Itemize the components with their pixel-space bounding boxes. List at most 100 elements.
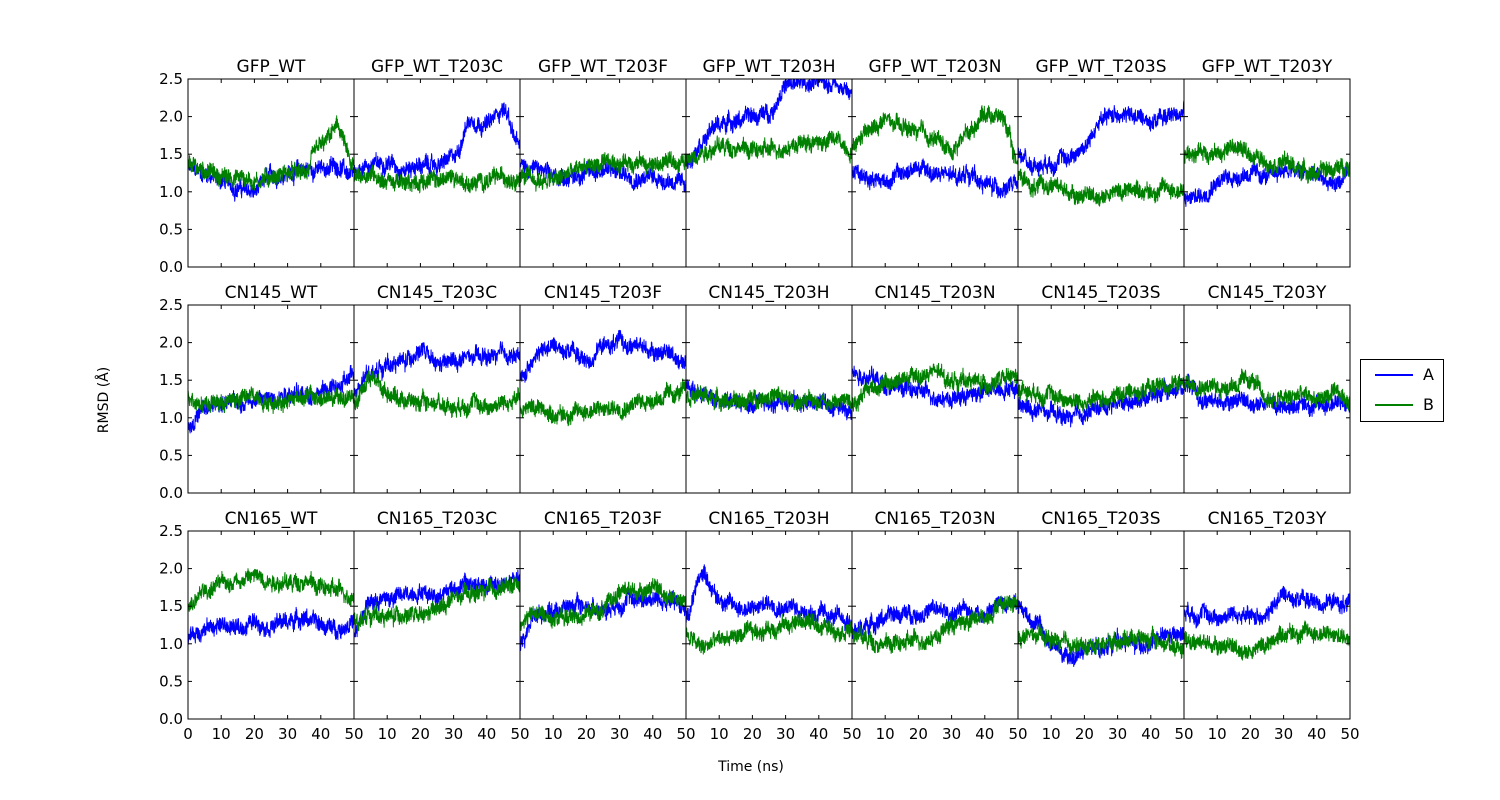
panel-gfp-wt-t203s: GFP_WT_T203S bbox=[1017, 57, 1185, 268]
series-a-line bbox=[1018, 377, 1184, 428]
panel-cn165-t203s: CN165_T203S 10 20 30 40 50 bbox=[1017, 509, 1194, 743]
legend-item-b: B bbox=[1371, 395, 1441, 415]
panel-cn145-t203s: CN145_T203S bbox=[1017, 283, 1185, 494]
series-a-line bbox=[1184, 585, 1350, 629]
panel-cn145-t203h: CN145_T203H bbox=[685, 283, 853, 494]
series-b-line bbox=[852, 362, 1018, 412]
panel-frame bbox=[1017, 530, 1185, 720]
series-b-line bbox=[686, 383, 852, 413]
panel-title: GFP_WT_T203N bbox=[869, 57, 1002, 77]
x-tick-label: 30 bbox=[278, 725, 297, 743]
legend-swatch-a bbox=[1375, 374, 1413, 376]
series-a-line bbox=[686, 564, 852, 632]
panel-cn165-t203n: CN165_T203N 10 20 30 40 50 bbox=[851, 509, 1028, 743]
series-b-line bbox=[1184, 620, 1350, 661]
x-tick-label: 20 bbox=[1075, 725, 1094, 743]
legend-label-b: B bbox=[1423, 395, 1434, 414]
series-b-line bbox=[1184, 368, 1350, 411]
panel-title: GFP_WT_T203F bbox=[538, 57, 668, 77]
panel-title: GFP_WT_T203Y bbox=[1202, 57, 1333, 77]
y-tick-label: 2.5 bbox=[159, 522, 183, 540]
x-tick-label: 10 bbox=[710, 725, 729, 743]
legend-swatch-b bbox=[1375, 404, 1413, 406]
x-tick-label: 20 bbox=[909, 725, 928, 743]
series-b-line bbox=[520, 150, 686, 192]
x-tick-label: 10 bbox=[1208, 725, 1227, 743]
panel-title: GFP_WT bbox=[237, 57, 307, 77]
series-b-line bbox=[686, 613, 852, 655]
panel-gfp-wt-t203c: GFP_WT_T203C bbox=[353, 57, 521, 268]
legend-item-a: A bbox=[1371, 365, 1441, 385]
panel-title: CN165_T203N bbox=[874, 509, 995, 529]
x-tick-label: 20 bbox=[577, 725, 596, 743]
x-tick-label: 30 bbox=[942, 725, 961, 743]
y-tick-label: 0.5 bbox=[159, 220, 183, 238]
panel-frame bbox=[685, 530, 853, 720]
y-tick-label: 0.0 bbox=[159, 710, 183, 728]
panel-title: CN145_T203F bbox=[544, 283, 662, 303]
panel-title: CN165_T203S bbox=[1041, 509, 1160, 529]
series-a-line bbox=[354, 102, 520, 182]
panel-title: CN165_WT bbox=[225, 509, 318, 529]
x-tick-label: 10 bbox=[1042, 725, 1061, 743]
panel-gfp-wt: GFP_WT 0.0 0.5 1.0 1.5 2.0 2.5 bbox=[159, 57, 355, 276]
series-a-line bbox=[520, 588, 686, 652]
series-a-line bbox=[520, 329, 686, 383]
x-tick-label: 40 bbox=[643, 725, 662, 743]
panel-frame bbox=[1183, 78, 1351, 268]
x-tick-label: 50 bbox=[676, 725, 695, 743]
x-tick-label: 30 bbox=[444, 725, 463, 743]
series-b-line bbox=[354, 576, 520, 632]
panel-title: GFP_WT_T203S bbox=[1035, 57, 1166, 77]
x-tick-label: 50 bbox=[344, 725, 363, 743]
series-a-line bbox=[1018, 100, 1184, 177]
panel-title: GFP_WT_T203C bbox=[371, 57, 503, 77]
x-tick-label: 30 bbox=[610, 725, 629, 743]
series-b-line bbox=[188, 384, 354, 415]
x-tick-label: 40 bbox=[1307, 725, 1326, 743]
y-axis-label: RMSD (Å) bbox=[96, 366, 112, 434]
panel-title: CN145_T203H bbox=[708, 283, 829, 303]
y-tick-label: 2.5 bbox=[159, 70, 183, 88]
y-tick-label: 0.0 bbox=[159, 484, 183, 502]
x-tick-label: 20 bbox=[743, 725, 762, 743]
y-tick-label: 2.0 bbox=[159, 560, 183, 578]
panel-cn145-t203f: CN145_T203F bbox=[519, 283, 687, 494]
series-b-line bbox=[686, 130, 852, 168]
x-axis-label: Time (ns) bbox=[718, 759, 784, 775]
x-tick-label: 50 bbox=[842, 725, 861, 743]
panel-gfp-wt-t203h: GFP_WT_T203H bbox=[685, 57, 853, 268]
panel-frame bbox=[353, 530, 521, 720]
series-a-line bbox=[852, 365, 1018, 410]
series-b-line bbox=[1018, 623, 1184, 659]
panel-cn165-t203y: CN165_T203Y 10 20 30 40 50 bbox=[1183, 509, 1360, 743]
panel-title: CN165_T203C bbox=[377, 509, 497, 529]
x-tick-label: 10 bbox=[212, 725, 231, 743]
panel-title: CN145_T203Y bbox=[1208, 283, 1327, 303]
panel-frame bbox=[685, 78, 853, 268]
series-b-line bbox=[188, 115, 354, 191]
series-a-line bbox=[1184, 373, 1350, 418]
x-tick-label: 50 bbox=[1008, 725, 1027, 743]
x-tick-label: 40 bbox=[1141, 725, 1160, 743]
panel-gfp-wt-t203n: GFP_WT_T203N bbox=[851, 57, 1019, 268]
series-b-line bbox=[1184, 138, 1350, 184]
panel-title: CN145_T203N bbox=[874, 283, 995, 303]
series-b-line bbox=[520, 378, 686, 427]
series-b-line bbox=[1018, 168, 1184, 207]
x-tick-label: 20 bbox=[1241, 725, 1260, 743]
series-b-line bbox=[852, 105, 1018, 166]
legend: A B bbox=[1360, 359, 1444, 422]
y-tick-label: 0.5 bbox=[159, 672, 183, 690]
panel-frame bbox=[1183, 530, 1351, 720]
series-b-line bbox=[354, 164, 520, 194]
panel-title: GFP_WT_T203H bbox=[702, 57, 835, 77]
y-tick-label: 1.0 bbox=[159, 183, 183, 201]
series-a-line bbox=[1184, 159, 1350, 207]
series-a-line bbox=[852, 158, 1018, 199]
y-tick-label: 0.5 bbox=[159, 446, 183, 464]
series-a-line bbox=[852, 594, 1018, 640]
panel-cn145-t203y: CN145_T203Y bbox=[1183, 283, 1351, 494]
x-tick-label: 30 bbox=[776, 725, 795, 743]
